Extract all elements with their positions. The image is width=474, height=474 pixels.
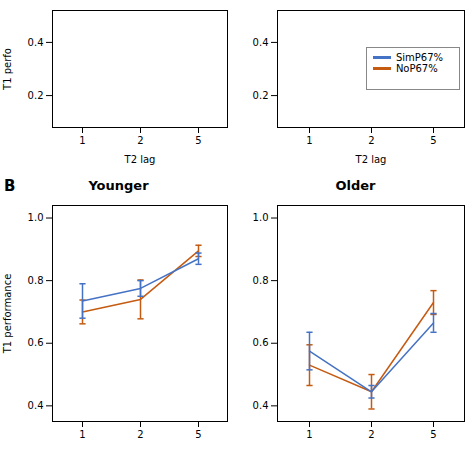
svg-text:2: 2: [368, 429, 374, 440]
svg-text:T2 lag: T2 lag: [355, 154, 387, 165]
svg-text:0.8: 0.8: [28, 275, 44, 286]
svg-text:1.0: 1.0: [28, 212, 44, 223]
svg-text:5: 5: [430, 135, 436, 146]
svg-text:0.4: 0.4: [253, 37, 269, 48]
html-text:Older: Older: [335, 178, 376, 193]
svg-text:1: 1: [306, 429, 312, 440]
svg-text:T1 perfo: T1 perfo: [2, 48, 13, 91]
html-text:B: B: [4, 177, 16, 195]
svg-text:T2 lag: T2 lag: [124, 154, 156, 165]
svg-text:0.6: 0.6: [253, 337, 269, 348]
svg-text:5: 5: [430, 429, 436, 440]
svg-text:T1 performance: T1 performance: [2, 274, 13, 355]
svg-text:2: 2: [137, 429, 143, 440]
svg-text:0.2: 0.2: [253, 90, 269, 101]
svg-text:0.4: 0.4: [28, 400, 44, 411]
svg-text:5: 5: [195, 429, 201, 440]
svg-text:0.2: 0.2: [28, 90, 44, 101]
svg-text:2: 2: [137, 135, 143, 146]
svg-text:0.8: 0.8: [253, 275, 269, 286]
svg-text:1: 1: [306, 135, 312, 146]
svg-text:1: 1: [79, 429, 85, 440]
html-text:Younger: Younger: [88, 178, 149, 193]
svg-text:0.4: 0.4: [253, 400, 269, 411]
html-text:SimP67%: SimP67%: [395, 52, 443, 63]
svg-text:5: 5: [195, 135, 201, 146]
html-text:NoP67%: NoP67%: [395, 63, 438, 74]
svg-text:2: 2: [368, 135, 374, 146]
svg-text:1.0: 1.0: [253, 212, 269, 223]
svg-text:0.6: 0.6: [28, 337, 44, 348]
svg-text:1: 1: [79, 135, 85, 146]
svg-text:0.4: 0.4: [28, 37, 44, 48]
